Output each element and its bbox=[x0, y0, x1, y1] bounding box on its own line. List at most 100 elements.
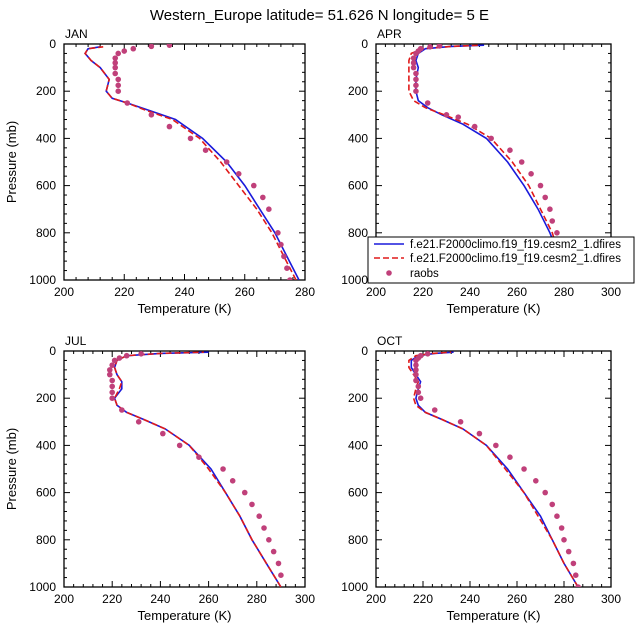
plot-area bbox=[408, 351, 581, 587]
raobs-point bbox=[413, 76, 419, 83]
y-tick-label: 600 bbox=[348, 179, 368, 193]
raobs-point bbox=[119, 407, 125, 413]
raobs-point bbox=[109, 395, 115, 402]
y-tick-label: 400 bbox=[348, 131, 368, 145]
raobs-point bbox=[457, 419, 464, 425]
raobs-point bbox=[123, 352, 130, 359]
y-tick-label: 1000 bbox=[341, 273, 368, 287]
raobs-point bbox=[260, 194, 266, 201]
raobs-point bbox=[413, 70, 419, 77]
y-tick-label: 200 bbox=[36, 391, 56, 405]
raobs-point bbox=[413, 377, 419, 384]
raobs-point bbox=[542, 194, 548, 201]
raobs-point bbox=[413, 367, 419, 373]
raobs-point bbox=[558, 525, 565, 531]
y-tick-label: 600 bbox=[36, 486, 56, 500]
raobs-point bbox=[270, 548, 277, 555]
raobs-point bbox=[220, 466, 226, 472]
raobs-point bbox=[410, 55, 417, 61]
raobs-point bbox=[115, 82, 122, 89]
raobs-point bbox=[166, 123, 173, 130]
raobs-point bbox=[148, 112, 155, 118]
raobs-point bbox=[415, 383, 422, 390]
y-tick-label: 600 bbox=[348, 486, 368, 500]
raobs-point bbox=[417, 45, 424, 52]
panel-oct: 200 220 240 260 280 300 0 200 400 600 800 1000 OCT Te… bbox=[341, 334, 621, 623]
raobs-point bbox=[443, 112, 450, 118]
raobs-point bbox=[116, 355, 123, 361]
plot-frame bbox=[63, 43, 306, 281]
raobs-point bbox=[431, 407, 438, 413]
raobs-point bbox=[235, 171, 242, 177]
raobs-point bbox=[424, 100, 431, 106]
series-line-solid bbox=[410, 351, 579, 587]
raobs-point bbox=[415, 389, 422, 396]
x-tick-label: 200 bbox=[54, 592, 74, 606]
raobs-point bbox=[275, 560, 282, 567]
series-line-solid bbox=[113, 351, 282, 587]
y-tick-label: 200 bbox=[348, 84, 368, 98]
raobs-point bbox=[249, 501, 255, 508]
raobs-point bbox=[533, 478, 539, 484]
panel-title: APR bbox=[377, 27, 402, 41]
y-tick-label: 200 bbox=[348, 391, 368, 405]
raobs-point bbox=[250, 182, 257, 189]
raobs-point bbox=[528, 171, 534, 177]
raobs-point bbox=[266, 206, 272, 212]
raobs-point bbox=[424, 351, 431, 357]
raobs-point bbox=[121, 48, 128, 54]
x-tick-label: 200 bbox=[54, 285, 74, 299]
legend: f.e21.F2000climo.f19_f19.cesm2_1.dfiresf… bbox=[367, 236, 635, 284]
x-tick-label: 280 bbox=[554, 592, 574, 606]
raobs-point bbox=[124, 100, 131, 106]
raobs-point bbox=[417, 352, 424, 359]
y-tick-label: 800 bbox=[36, 533, 56, 547]
series-line-dashed bbox=[408, 44, 570, 280]
x-axis-label: Temperature (K) bbox=[138, 301, 232, 316]
y-tick-label: 600 bbox=[36, 179, 56, 193]
raobs-point bbox=[112, 70, 119, 77]
raobs-point bbox=[413, 371, 419, 378]
raobs-point bbox=[130, 45, 137, 52]
raobs-point bbox=[287, 277, 293, 280]
legend-label-model1: f.e21.F2000climo.f19_f19.cesm2_1.dfires bbox=[410, 239, 621, 251]
raobs-point bbox=[115, 76, 122, 83]
raobs-point bbox=[278, 241, 284, 248]
panel-title: JAN bbox=[65, 27, 88, 41]
series-line-dashed bbox=[113, 351, 282, 587]
raobs-point bbox=[166, 44, 173, 48]
panel-jan: 200 220 240 260 280 0 200 400 600 800 1000 JAN Tempe… bbox=[4, 27, 315, 316]
raobs-point bbox=[202, 147, 209, 153]
x-tick-label: 300 bbox=[601, 285, 621, 299]
raobs-point bbox=[518, 159, 525, 165]
raobs-point bbox=[488, 135, 494, 142]
raobs-point bbox=[565, 548, 572, 555]
x-tick-label: 240 bbox=[150, 592, 170, 606]
raobs-point bbox=[109, 377, 115, 384]
raobs-point bbox=[413, 82, 419, 89]
legend-label-raobs: raobs bbox=[410, 268, 439, 280]
y-axis-label: Pressure (mb) bbox=[4, 121, 19, 203]
x-tick-label: 280 bbox=[554, 285, 574, 299]
y-tick-label: 800 bbox=[348, 226, 368, 240]
raobs-point bbox=[266, 537, 272, 543]
raobs-point bbox=[115, 88, 122, 94]
raobs-point bbox=[436, 44, 443, 49]
y-tick-label: 200 bbox=[36, 84, 56, 98]
raobs-point bbox=[223, 159, 230, 165]
raobs-point bbox=[547, 206, 553, 212]
x-tick-label: 260 bbox=[507, 592, 527, 606]
y-tick-label: 0 bbox=[49, 344, 56, 358]
legend-swatch-raobs bbox=[386, 270, 392, 276]
raobs-point bbox=[561, 537, 567, 543]
raobs-point bbox=[112, 64, 119, 71]
raobs-point bbox=[111, 357, 118, 364]
plot-area bbox=[84, 44, 300, 280]
y-tick-label: 400 bbox=[348, 438, 368, 452]
raobs-point bbox=[109, 383, 115, 390]
x-tick-label: 300 bbox=[601, 592, 621, 606]
raobs-point bbox=[241, 489, 248, 496]
raobs-point bbox=[570, 560, 577, 567]
plot-frame bbox=[63, 350, 306, 588]
x-tick-label: 240 bbox=[174, 285, 194, 299]
